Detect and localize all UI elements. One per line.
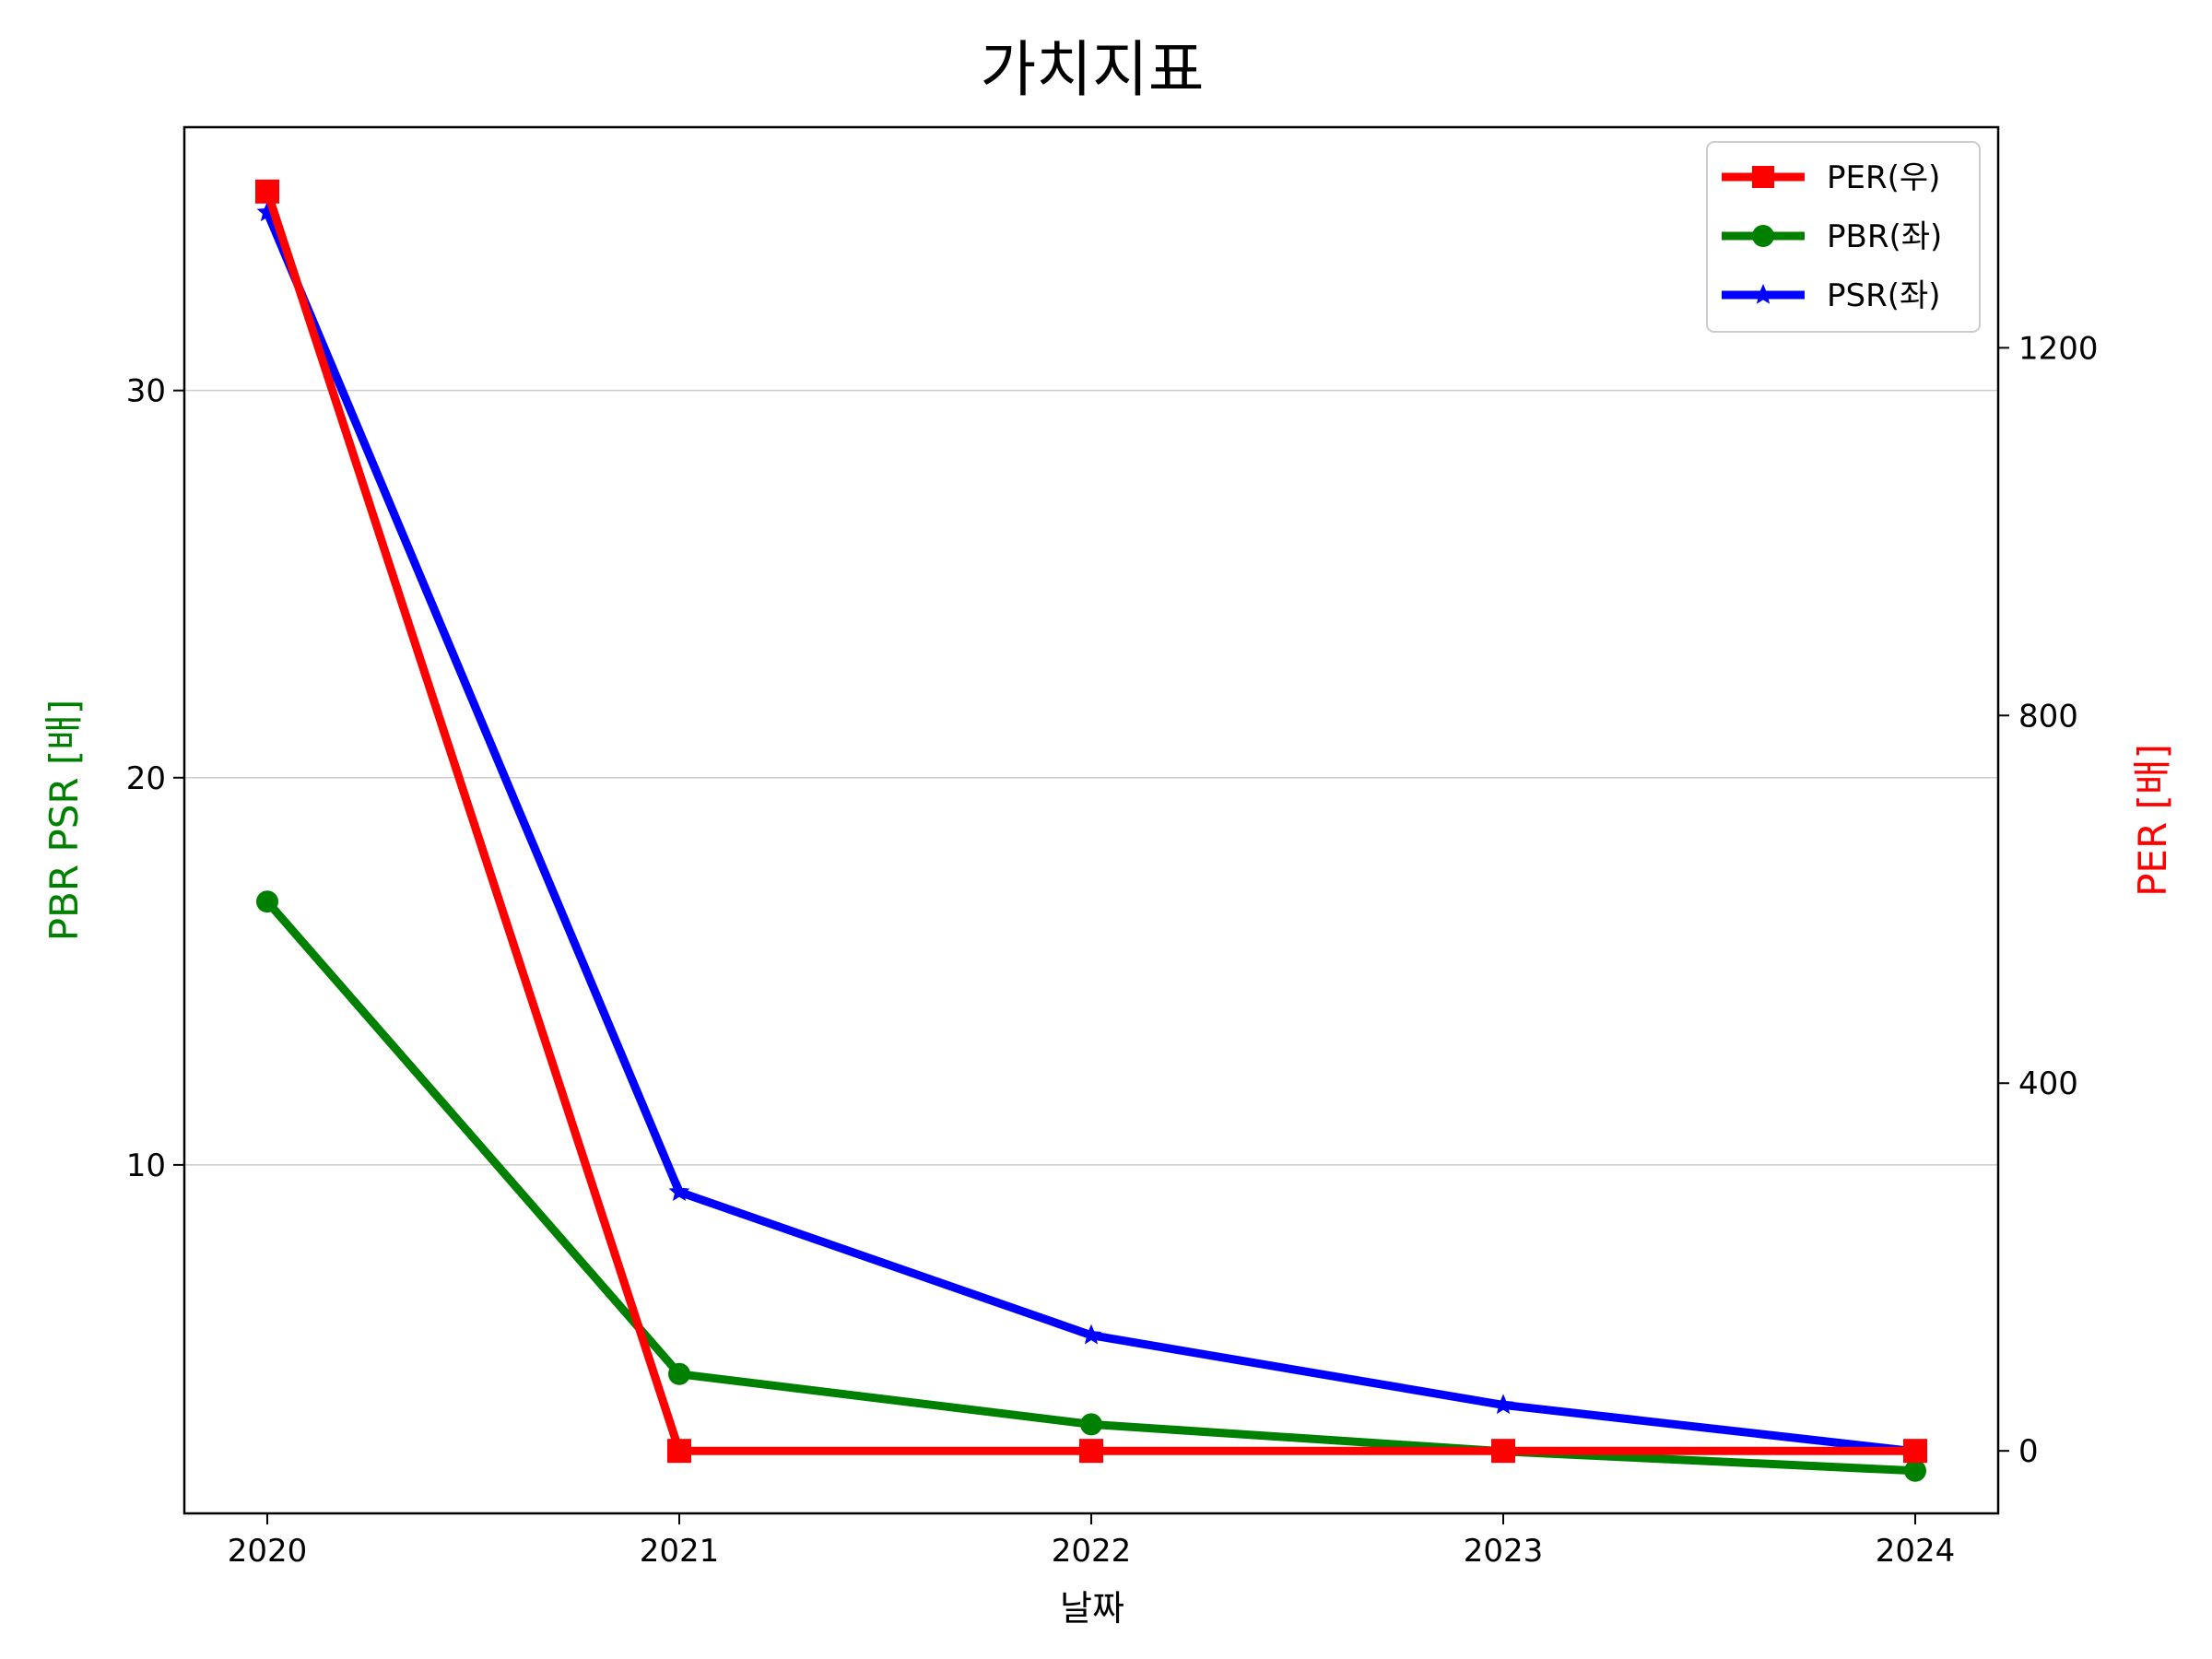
left-y-axis-label: PBR PSR [배] <box>41 700 87 942</box>
chart-title: 가치지표 <box>981 34 1205 105</box>
legend-label: PER(우) <box>1827 159 1940 196</box>
data-point-square <box>667 1439 691 1464</box>
x-tick-label: 2021 <box>640 1533 720 1570</box>
series-per <box>255 179 1927 1464</box>
series-group <box>255 179 1927 1482</box>
left-y-tick-label: 10 <box>126 1147 166 1184</box>
data-point-star <box>1492 1394 1514 1415</box>
legend-box <box>1706 141 1981 333</box>
x-axis-label: 날짜 <box>1060 1588 1124 1629</box>
data-point-square <box>255 179 279 204</box>
data-point-circle <box>1752 225 1774 247</box>
data-point-square <box>1079 1439 1103 1464</box>
right-y-tick-label: 1200 <box>2018 330 2099 367</box>
right-y-tick-label: 400 <box>2018 1065 2078 1102</box>
left-y-tick-label: 20 <box>126 760 166 797</box>
right-y-axis-label: PER [배] <box>2130 744 2175 897</box>
x-tick-label: 2020 <box>228 1533 308 1570</box>
legend-label: PBR(좌) <box>1827 218 1942 255</box>
data-point-star <box>1080 1324 1102 1345</box>
data-point-circle <box>1904 1459 1926 1482</box>
data-point-star <box>1752 284 1774 304</box>
legend: PER(우) PBR(좌) PSR(좌) <box>1706 141 1981 333</box>
right-y-axis: 0 400 800 1200 <box>1998 330 2099 1470</box>
x-tick-label: 2024 <box>1876 1533 1956 1570</box>
data-point-square <box>1903 1439 1927 1464</box>
left-y-tick-label: 30 <box>126 373 166 410</box>
right-y-tick-label: 0 <box>2018 1433 2039 1470</box>
x-tick-label: 2022 <box>1052 1533 1132 1570</box>
data-point-star <box>668 1181 690 1201</box>
gridlines <box>184 389 1998 1166</box>
x-tick-label: 2023 <box>1464 1533 1544 1570</box>
x-axis: 2020 2021 2022 2023 2024 <box>228 1513 1956 1570</box>
left-y-axis: 10 20 30 <box>126 373 184 1184</box>
right-y-tick-label: 800 <box>2018 698 2078 735</box>
data-point-circle <box>256 890 278 913</box>
legend-label: PSR(좌) <box>1827 277 1941 314</box>
data-point-square <box>1752 166 1774 188</box>
data-point-circle <box>1080 1413 1102 1436</box>
data-point-square <box>1491 1439 1515 1464</box>
data-point-circle <box>668 1362 690 1385</box>
